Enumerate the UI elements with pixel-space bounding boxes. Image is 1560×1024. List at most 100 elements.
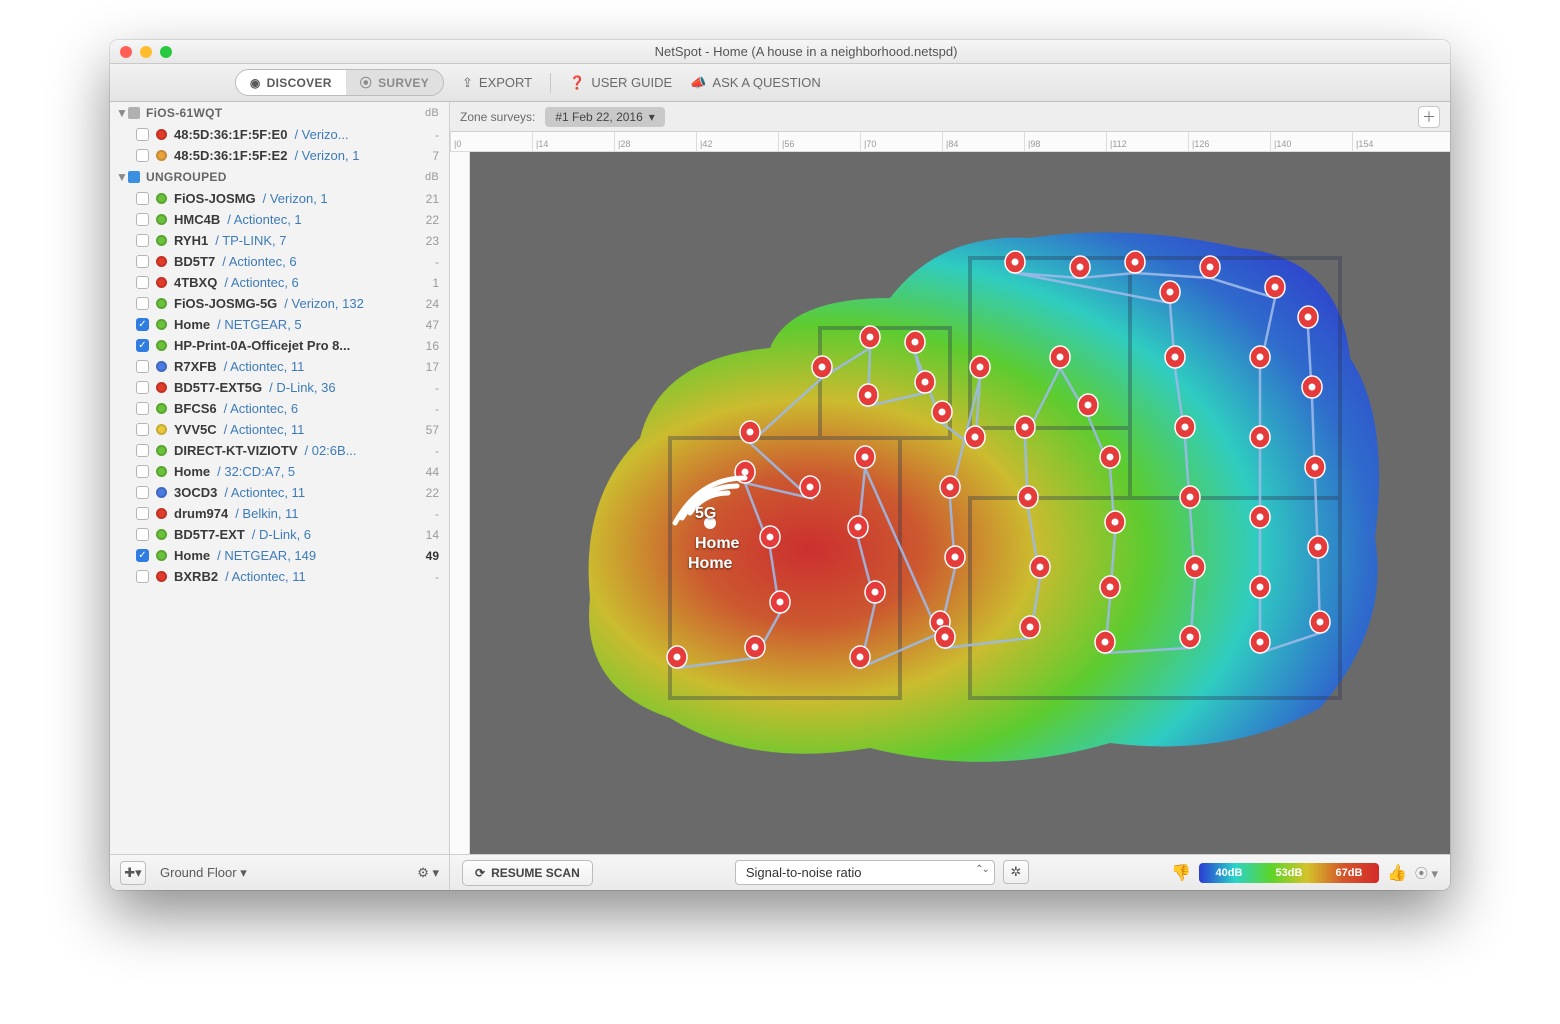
survey-pin-icon[interactable] [1250, 506, 1270, 528]
checkbox[interactable] [136, 507, 149, 520]
survey-pin-icon[interactable] [1175, 416, 1195, 438]
survey-pin-icon[interactable] [1020, 616, 1040, 638]
checkbox[interactable] [136, 192, 149, 205]
checkbox[interactable] [136, 402, 149, 415]
survey-pin-icon[interactable] [800, 476, 820, 498]
network-row[interactable]: FiOS-JOSMG / Verizon, 1 21 [110, 188, 449, 209]
survey-pin-icon[interactable] [970, 356, 990, 378]
survey-pin-icon[interactable] [860, 326, 880, 348]
checkbox[interactable] [136, 381, 149, 394]
survey-pin-icon[interactable] [1050, 346, 1070, 368]
survey-pin-icon[interactable] [760, 526, 780, 548]
survey-pin-icon[interactable] [1305, 456, 1325, 478]
network-row[interactable]: drum974 / Belkin, 11 - [110, 503, 449, 524]
survey-pin-icon[interactable] [1250, 346, 1270, 368]
network-row[interactable]: BD5T7 / Actiontec, 6 - [110, 251, 449, 272]
export-button[interactable]: ⇪EXPORT [462, 75, 532, 91]
group-header[interactable]: ▼ FiOS-61WQT dB [110, 102, 449, 124]
checkbox[interactable]: ✓ [136, 339, 149, 352]
survey-pin-icon[interactable] [1302, 376, 1322, 398]
maximize-icon[interactable] [160, 46, 172, 58]
network-row[interactable]: 48:5D:36:1F:5F:E2 / Verizon, 1 7 [110, 145, 449, 166]
network-row[interactable]: 3OCD3 / Actiontec, 11 22 [110, 482, 449, 503]
pin-toggle-icon[interactable]: ⦿ ▾ [1415, 863, 1438, 882]
survey-pin-icon[interactable] [770, 591, 790, 613]
close-icon[interactable] [120, 46, 132, 58]
tab-discover[interactable]: ◉DISCOVER [236, 70, 346, 95]
network-row[interactable]: FiOS-JOSMG-5G / Verizon, 132 24 [110, 293, 449, 314]
user-guide-button[interactable]: ❓USER GUIDE [569, 75, 672, 91]
checkbox[interactable] [136, 486, 149, 499]
survey-pin-icon[interactable] [858, 384, 878, 406]
survey-pin-icon[interactable] [1308, 536, 1328, 558]
checkbox[interactable] [136, 423, 149, 436]
survey-pin-icon[interactable] [1250, 631, 1270, 653]
add-zone-button[interactable]: ＋ [1418, 106, 1440, 128]
survey-pin-icon[interactable] [1250, 426, 1270, 448]
gear-icon[interactable]: ⚙ ▾ [417, 865, 439, 881]
resume-scan-button[interactable]: ⟳RESUME SCAN [462, 860, 593, 886]
survey-pin-icon[interactable] [1310, 611, 1330, 633]
survey-pin-icon[interactable] [1200, 256, 1220, 278]
survey-pin-icon[interactable] [1018, 486, 1038, 508]
survey-pin-icon[interactable] [1005, 251, 1025, 273]
survey-pin-icon[interactable] [932, 401, 952, 423]
network-row[interactable]: R7XFB / Actiontec, 11 17 [110, 356, 449, 377]
visualization-settings-button[interactable]: ✲ [1003, 860, 1029, 884]
tab-survey[interactable]: ⦿SURVEY [346, 70, 443, 95]
network-row[interactable]: DIRECT-KT-VIZIOTV / 02:6B... - [110, 440, 449, 461]
survey-pin-icon[interactable] [1265, 276, 1285, 298]
zone-select[interactable]: #1 Feb 22, 2016▾ [545, 107, 664, 127]
survey-pin-icon[interactable] [865, 581, 885, 603]
checkbox[interactable]: ✓ [136, 549, 149, 562]
group-header[interactable]: ▼ UNGROUPED dB [110, 166, 449, 188]
survey-pin-icon[interactable] [905, 331, 925, 353]
checkbox[interactable] [136, 465, 149, 478]
network-row[interactable]: BXRB2 / Actiontec, 11 - [110, 566, 449, 587]
survey-pin-icon[interactable] [850, 646, 870, 668]
floor-select[interactable]: Ground Floor ▾ [160, 865, 247, 881]
network-row[interactable]: Home / 32:CD:A7, 5 44 [110, 461, 449, 482]
survey-pin-icon[interactable] [1070, 256, 1090, 278]
survey-pin-icon[interactable] [740, 421, 760, 443]
checkbox[interactable] [136, 360, 149, 373]
survey-pin-icon[interactable] [1015, 416, 1035, 438]
survey-pin-icon[interactable] [812, 356, 832, 378]
network-row[interactable]: BD5T7-EXT5G / D-Link, 36 - [110, 377, 449, 398]
survey-pin-icon[interactable] [848, 516, 868, 538]
survey-pin-icon[interactable] [1105, 511, 1125, 533]
survey-pin-icon[interactable] [1165, 346, 1185, 368]
survey-pin-icon[interactable] [1030, 556, 1050, 578]
survey-pin-icon[interactable] [1180, 486, 1200, 508]
survey-pin-icon[interactable] [945, 546, 965, 568]
network-row[interactable]: ✓ Home / NETGEAR, 149 49 [110, 545, 449, 566]
ask-question-button[interactable]: 📣ASK A QUESTION [690, 75, 821, 91]
checkbox[interactable]: ✓ [136, 318, 149, 331]
survey-pin-icon[interactable] [1185, 556, 1205, 578]
network-row[interactable]: YVV5C / Actiontec, 11 57 [110, 419, 449, 440]
checkbox[interactable] [136, 570, 149, 583]
survey-pin-icon[interactable] [1100, 446, 1120, 468]
checkbox[interactable] [136, 444, 149, 457]
survey-pin-icon[interactable] [1100, 576, 1120, 598]
survey-pin-icon[interactable] [965, 426, 985, 448]
checkbox[interactable] [136, 276, 149, 289]
checkbox[interactable] [136, 234, 149, 247]
checkbox[interactable] [136, 213, 149, 226]
visualization-select[interactable]: Signal-to-noise ratio [735, 860, 995, 885]
survey-pin-icon[interactable] [1078, 394, 1098, 416]
survey-pin-icon[interactable] [667, 646, 687, 668]
survey-pin-icon[interactable] [935, 626, 955, 648]
network-row[interactable]: ✓ Home / NETGEAR, 5 47 [110, 314, 449, 335]
survey-pin-icon[interactable] [855, 446, 875, 468]
checkbox[interactable] [136, 528, 149, 541]
checkbox[interactable] [136, 297, 149, 310]
network-row[interactable]: BFCS6 / Actiontec, 6 - [110, 398, 449, 419]
survey-pin-icon[interactable] [1125, 251, 1145, 273]
checkbox[interactable] [136, 128, 149, 141]
network-row[interactable]: 4TBXQ / Actiontec, 6 1 [110, 272, 449, 293]
survey-pin-icon[interactable] [1180, 626, 1200, 648]
checkbox[interactable] [136, 149, 149, 162]
survey-pin-icon[interactable] [1250, 576, 1270, 598]
survey-pin-icon[interactable] [1095, 631, 1115, 653]
